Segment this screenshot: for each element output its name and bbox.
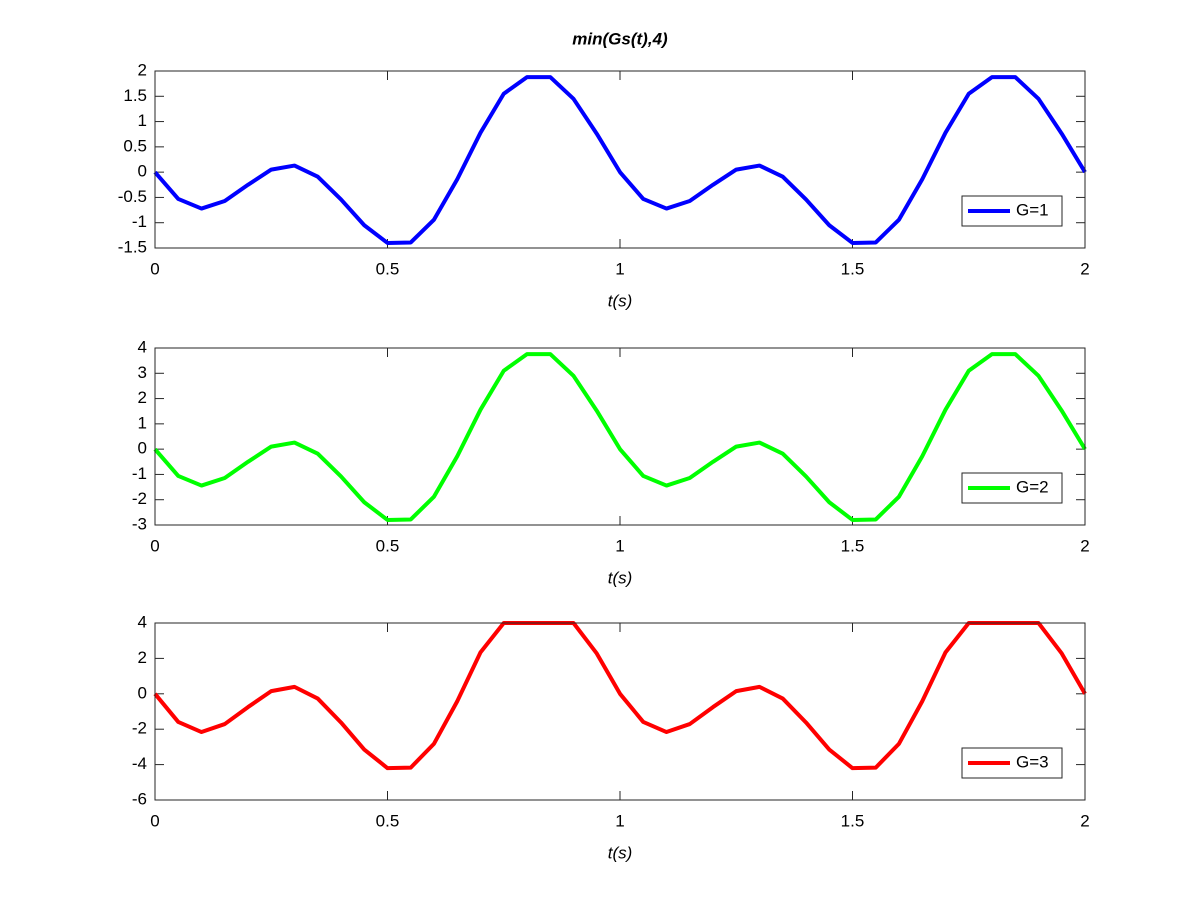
axes-box [154, 347, 1086, 526]
x-tick-label: 0 [150, 811, 159, 830]
y-tick-label: -6 [132, 789, 147, 808]
axes-box [154, 70, 1086, 249]
x-tick-label: 1 [615, 536, 624, 555]
y-tick-label: -1 [132, 464, 147, 483]
y-tick-label: 2 [138, 648, 147, 667]
y-tick-label: -3 [132, 514, 147, 533]
y-tick-label: 4 [138, 612, 147, 631]
plot-area [155, 71, 1085, 248]
y-tick-label: 0 [138, 439, 147, 458]
x-tick-label: 1.5 [841, 536, 865, 555]
axes-box [154, 622, 1086, 801]
x-tick-label: 0.5 [376, 536, 400, 555]
y-tick-label: -1 [132, 212, 147, 231]
y-tick-label: 0 [138, 683, 147, 702]
y-tick-label: -2 [132, 719, 147, 738]
legend-label: G=1 [1016, 200, 1049, 219]
plot-area [155, 348, 1085, 525]
y-tick-label: 1 [138, 111, 147, 130]
x-tick-label: 0 [150, 536, 159, 555]
y-tick-label: 2 [138, 388, 147, 407]
x-tick-label: 2 [1080, 259, 1089, 278]
y-tick-label: 2 [138, 60, 147, 79]
x-tick-label: 2 [1080, 536, 1089, 555]
x-axis-label: t(s) [608, 568, 633, 587]
x-tick-label: 0 [150, 259, 159, 278]
y-tick-label: -0.5 [118, 187, 147, 206]
legend-label: G=2 [1016, 477, 1049, 496]
x-tick-label: 1.5 [841, 259, 865, 278]
legend-label: G=3 [1016, 752, 1049, 771]
y-tick-label: 0.5 [123, 136, 147, 155]
y-tick-label: 1 [138, 413, 147, 432]
line-series [153, 75, 1087, 245]
chart-title: min(Gs(t),4) [572, 29, 668, 48]
y-tick-label: 0 [138, 162, 147, 181]
x-tick-label: 1 [615, 811, 624, 830]
x-tick-label: 0.5 [376, 811, 400, 830]
x-tick-label: 2 [1080, 811, 1089, 830]
y-tick-label: 1.5 [123, 86, 147, 105]
y-tick-label: 4 [138, 337, 147, 356]
line-series [153, 352, 1087, 522]
y-tick-label: -1.5 [118, 237, 147, 256]
x-tick-label: 1 [615, 259, 624, 278]
line-series [153, 621, 1087, 771]
x-tick-label: 1.5 [841, 811, 865, 830]
plot-area [155, 623, 1085, 800]
y-tick-label: 3 [138, 363, 147, 382]
x-tick-label: 0.5 [376, 259, 400, 278]
y-tick-label: -2 [132, 489, 147, 508]
x-axis-label: t(s) [608, 843, 633, 862]
x-axis-label: t(s) [608, 291, 633, 310]
y-tick-label: -4 [132, 754, 147, 773]
